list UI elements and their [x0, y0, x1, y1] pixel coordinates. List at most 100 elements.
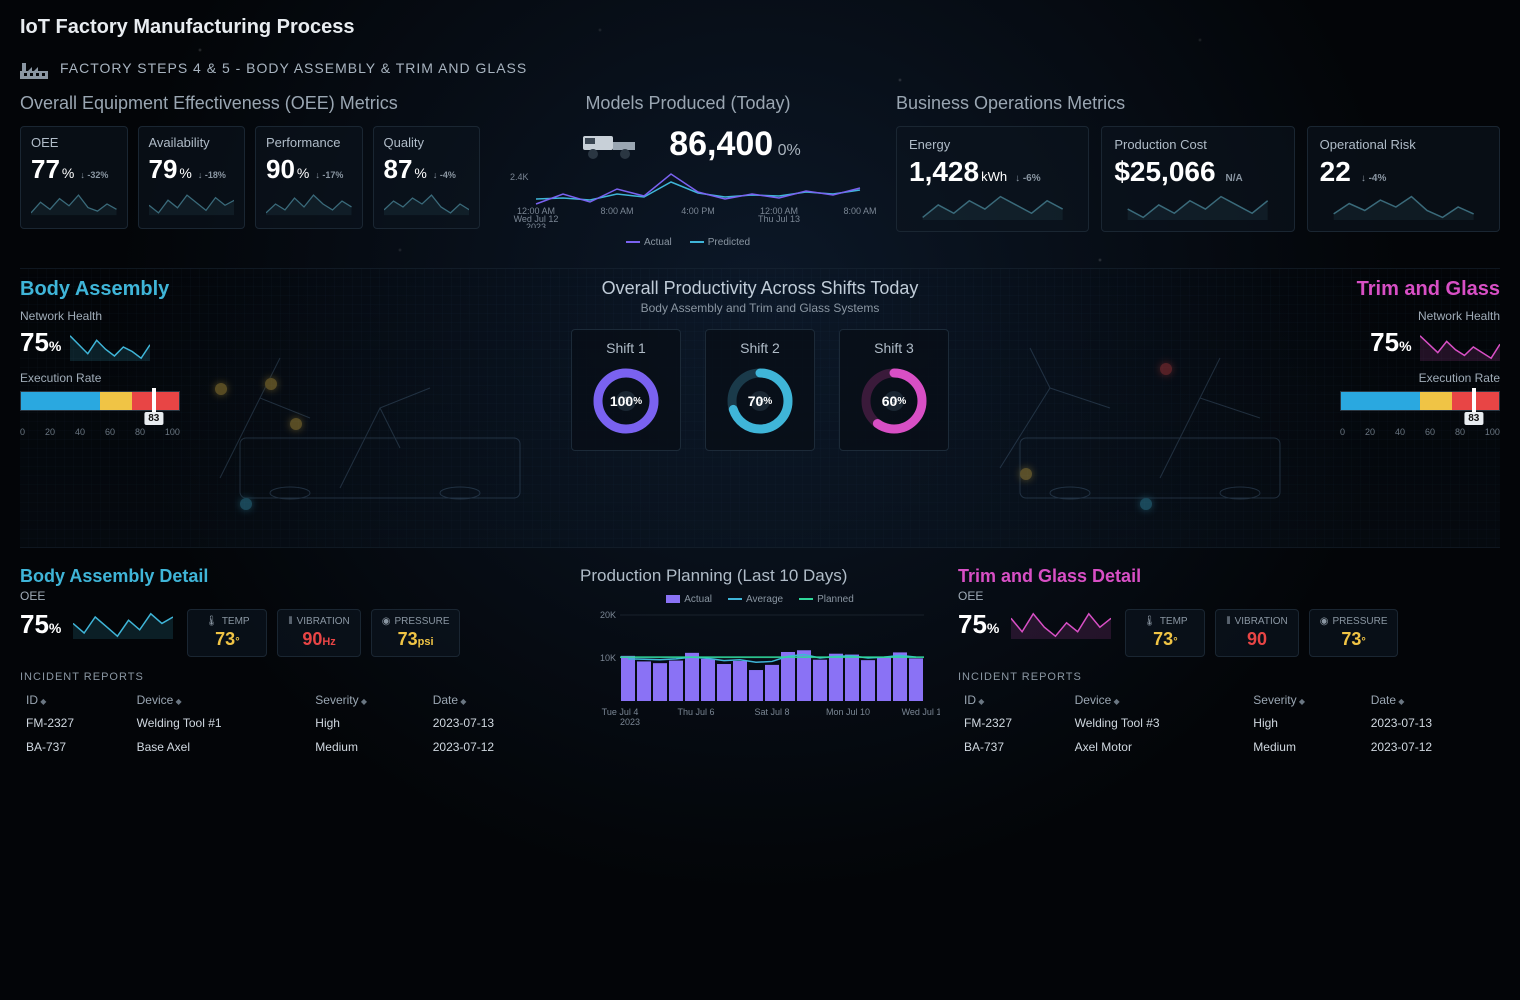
business-metric-card[interactable]: Energy 1,428kWh↓ -6% [896, 126, 1089, 232]
status-dot [240, 498, 252, 510]
shift-card[interactable]: Shift 3 ⚙ 60% [839, 329, 949, 451]
table-cell: Welding Tool #1 [131, 711, 310, 735]
status-dot [1140, 498, 1152, 510]
table-cell: Medium [309, 735, 426, 759]
models-heading: Models Produced (Today) [498, 93, 878, 114]
business-metric-card[interactable]: Production Cost $25,066N/A [1101, 126, 1294, 232]
trim-detail-heading: Trim and Glass Detail [958, 566, 1500, 587]
cond-icon: ◉ [1320, 616, 1329, 627]
table-header[interactable]: Device [131, 689, 310, 711]
oee-metric-card[interactable]: Availability 79%↓ -18% [138, 126, 246, 229]
svg-text:Sat Jul 8: Sat Jul 8 [754, 707, 789, 717]
table-cell: 2023-07-12 [427, 735, 562, 759]
shift-label: Shift 1 [580, 340, 672, 356]
cond-value: 73psi [382, 629, 450, 650]
trim-glass-heading: Trim and Glass [1330, 278, 1500, 301]
condition-card[interactable]: 🌡 TEMP 73° [187, 609, 267, 657]
svg-text:Mon Jul 10: Mon Jul 10 [826, 707, 870, 717]
table-cell: BA-737 [20, 735, 131, 759]
models-pct: 0% [778, 142, 801, 159]
cond-icon: ⫴ [1226, 616, 1230, 627]
oee-metric-card[interactable]: Performance 90%↓ -17% [255, 126, 363, 229]
trim-detail-panel: Trim and Glass Detail OEE 75% 🌡 TEMP 73°… [958, 566, 1500, 759]
table-header[interactable]: Date [427, 689, 562, 711]
business-metric-card[interactable]: Operational Risk 22↓ -4% [1307, 126, 1500, 232]
metric-label: OEE [31, 135, 117, 150]
planning-chart: 20K10KTue Jul 4Thu Jul 6Sat Jul 8Mon Jul… [580, 609, 940, 729]
business-heading: Business Operations Metrics [896, 93, 1500, 114]
network-health-label: Network Health [20, 309, 190, 323]
cond-value: 73° [1136, 629, 1194, 650]
svg-text:2023: 2023 [526, 222, 546, 228]
table-header[interactable]: ID [20, 689, 131, 711]
biz-value: 1,428kWh↓ -6% [909, 156, 1076, 188]
metric-label: Availability [149, 135, 235, 150]
legend-actual: Actual [626, 237, 672, 248]
svg-text:20K: 20K [600, 610, 616, 620]
body-detail-oee-value: 75% [20, 609, 61, 640]
metric-spark [149, 191, 235, 217]
metric-spark [384, 191, 470, 217]
table-cell: High [309, 711, 426, 735]
table-header[interactable]: Severity [309, 689, 426, 711]
svg-text:4:00 PM: 4:00 PM [681, 206, 715, 216]
table-row[interactable]: BA-737Axel MotorMedium2023-07-12 [958, 735, 1500, 759]
condition-card[interactable]: 🌡 TEMP 73° [1125, 609, 1205, 657]
models-count: 86,400 [669, 125, 773, 163]
metric-value: 90%↓ -17% [266, 154, 352, 185]
biz-value: $25,066N/A [1114, 156, 1281, 188]
condition-card[interactable]: ⫴ VIBRATION 90 [1215, 609, 1298, 657]
shift-card[interactable]: Shift 2 ⚙ 70% [705, 329, 815, 451]
biz-label: Operational Risk [1320, 137, 1487, 152]
table-cell: 2023-07-13 [1365, 711, 1500, 735]
condition-card[interactable]: ◉ PRESSURE 73° [1309, 609, 1399, 657]
table-cell: 2023-07-12 [1365, 735, 1500, 759]
trim-network-value: 75% [1370, 327, 1411, 357]
oee-metric-card[interactable]: Quality 87%↓ -4% [373, 126, 481, 229]
cond-icon: 🌡 [1143, 616, 1156, 627]
trim-detail-oee-label: OEE [958, 589, 1500, 603]
cond-label: ⫴ VIBRATION [1226, 616, 1287, 627]
page-title: IoT Factory Manufacturing Process [20, 16, 1500, 39]
oee-section: Overall Equipment Effectiveness (OEE) Me… [20, 93, 480, 248]
trim-detail-oee-value: 75% [958, 609, 999, 640]
table-header[interactable]: Severity [1247, 689, 1364, 711]
svg-text:Thu Jul 13: Thu Jul 13 [758, 214, 800, 224]
metric-value: 77%↓ -32% [31, 154, 117, 185]
table-header[interactable]: Date [1365, 689, 1500, 711]
planning-panel: Production Planning (Last 10 Days) Actua… [580, 566, 940, 759]
status-dot [1020, 468, 1032, 480]
table-cell: Welding Tool #3 [1069, 711, 1248, 735]
shift-card[interactable]: Shift 1 ⚙ 100% [571, 329, 681, 451]
svg-text:Wed Jul 12: Wed Jul 12 [902, 707, 940, 717]
execution-bar: 83 [20, 391, 180, 411]
shift-label: Shift 2 [714, 340, 806, 356]
table-row[interactable]: BA-737Base AxelMedium2023-07-12 [20, 735, 562, 759]
table-header[interactable]: ID [958, 689, 1069, 711]
shifts-heading: Overall Productivity Across Shifts Today [210, 278, 1310, 299]
trim-exec-label: Execution Rate [1330, 371, 1500, 385]
plan-legend-planned: Planned [799, 594, 854, 605]
table-cell: High [1247, 711, 1364, 735]
factory-icon [20, 57, 48, 79]
table-header[interactable]: Device [1069, 689, 1248, 711]
cond-icon: ◉ [382, 616, 391, 627]
trim-detail-spark [1011, 611, 1111, 639]
table-row[interactable]: FM-2327Welding Tool #1High2023-07-13 [20, 711, 562, 735]
metric-spark [266, 191, 352, 217]
biz-spark [909, 194, 1076, 220]
table-cell: 2023-07-13 [427, 711, 562, 735]
cond-label: 🌡 TEMP [1136, 616, 1194, 627]
execution-bar: 83 [1340, 391, 1500, 411]
models-chart: 2.4K12:00 AMWed Jul 1220238:00 AM4:00 PM… [498, 170, 878, 228]
cond-icon: 🌡 [205, 616, 218, 627]
condition-card[interactable]: ◉ PRESSURE 73psi [371, 609, 461, 657]
plan-legend-actual: Actual [666, 594, 712, 605]
shift-donut: ⚙ 70% [725, 366, 795, 436]
body-incident-table: IDDeviceSeverityDateFM-2327Welding Tool … [20, 689, 562, 759]
biz-spark [1320, 194, 1487, 220]
table-row[interactable]: FM-2327Welding Tool #3High2023-07-13 [958, 711, 1500, 735]
condition-card[interactable]: ⫴ VIBRATION 90Hz [277, 609, 360, 657]
oee-metric-card[interactable]: OEE 77%↓ -32% [20, 126, 128, 229]
plan-legend-average: Average [728, 594, 783, 605]
